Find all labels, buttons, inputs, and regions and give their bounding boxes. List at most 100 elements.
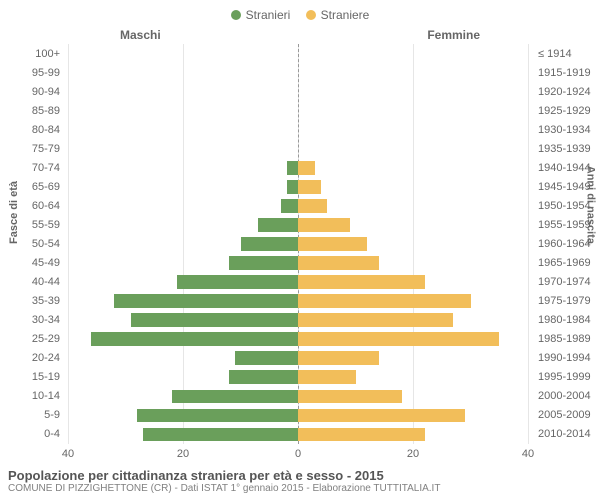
age-band-row xyxy=(68,120,528,139)
age-band-row xyxy=(68,311,528,330)
bar-male xyxy=(241,237,299,251)
age-band-row xyxy=(68,292,528,311)
bar-male xyxy=(258,218,298,232)
legend-item-female: Straniere xyxy=(306,8,370,22)
age-band-row xyxy=(68,330,528,349)
legend-swatch-male xyxy=(231,10,241,20)
bar-male xyxy=(137,409,298,423)
age-band-row xyxy=(68,139,528,158)
bar-male xyxy=(287,180,299,194)
bar-female xyxy=(298,180,321,194)
age-band-row xyxy=(68,82,528,101)
age-label: 30-34 xyxy=(0,311,64,330)
bar-rows xyxy=(68,44,528,444)
legend-item-male: Stranieri xyxy=(231,8,291,22)
bar-female xyxy=(298,199,327,213)
age-band-row xyxy=(68,387,528,406)
birth-year-label: 1935-1939 xyxy=(534,139,596,158)
age-band-row xyxy=(68,177,528,196)
age-label: 15-19 xyxy=(0,368,64,387)
bar-female xyxy=(298,351,379,365)
bar-male xyxy=(114,294,298,308)
age-band-row xyxy=(68,101,528,120)
birth-year-label: 2000-2004 xyxy=(534,387,596,406)
age-label: 5-9 xyxy=(0,406,64,425)
bar-female xyxy=(298,237,367,251)
birth-year-label: 2005-2009 xyxy=(534,406,596,425)
birth-year-label: 1990-1994 xyxy=(534,349,596,368)
x-tick-label: 40 xyxy=(522,448,534,460)
bar-female xyxy=(298,409,465,423)
age-label: 20-24 xyxy=(0,349,64,368)
bar-female xyxy=(298,428,425,442)
age-band-row xyxy=(68,368,528,387)
age-band-row xyxy=(68,215,528,234)
bar-male xyxy=(131,313,298,327)
age-label: 35-39 xyxy=(0,292,64,311)
chart-footer: Popolazione per cittadinanza straniera p… xyxy=(8,468,592,494)
bar-male xyxy=(229,370,298,384)
age-label: 10-14 xyxy=(0,387,64,406)
age-labels: 100+95-9990-9485-8980-8475-7970-7465-696… xyxy=(0,44,64,444)
age-label: 75-79 xyxy=(0,139,64,158)
bar-female xyxy=(298,218,350,232)
bar-female xyxy=(298,390,402,404)
bar-female xyxy=(298,256,379,270)
bar-male xyxy=(287,161,299,175)
bar-male xyxy=(143,428,298,442)
age-band-row xyxy=(68,425,528,444)
population-pyramid-chart: Stranieri Straniere Maschi Femmine Fasce… xyxy=(0,0,600,500)
age-label: 80-84 xyxy=(0,120,64,139)
bar-female xyxy=(298,294,471,308)
birth-year-label: ≤ 1914 xyxy=(534,44,596,63)
plot-area xyxy=(68,44,528,444)
age-band-row xyxy=(68,234,528,253)
birth-year-label: 1995-1999 xyxy=(534,368,596,387)
birth-year-label: 1945-1949 xyxy=(534,177,596,196)
birth-year-label: 1965-1969 xyxy=(534,254,596,273)
bar-male xyxy=(172,390,299,404)
age-band-row xyxy=(68,63,528,82)
birth-year-label: 1975-1979 xyxy=(534,292,596,311)
birth-year-label: 1980-1984 xyxy=(534,311,596,330)
x-tick-label: 40 xyxy=(62,448,74,460)
bar-male xyxy=(281,199,298,213)
x-tick-label: 0 xyxy=(295,448,301,460)
bar-female xyxy=(298,161,315,175)
column-header-male: Maschi xyxy=(120,28,161,42)
birth-year-label: 1985-1989 xyxy=(534,330,596,349)
birth-year-label: 1915-1919 xyxy=(534,63,596,82)
bar-male xyxy=(91,332,298,346)
age-label: 95-99 xyxy=(0,63,64,82)
birth-year-label: 1960-1964 xyxy=(534,234,596,253)
age-label: 100+ xyxy=(0,44,64,63)
birth-year-label: 1925-1929 xyxy=(534,101,596,120)
birth-year-label: 2010-2014 xyxy=(534,425,596,444)
bar-male xyxy=(177,275,298,289)
birth-year-label: 1930-1934 xyxy=(534,120,596,139)
x-tick-label: 20 xyxy=(407,448,419,460)
column-header-female: Femmine xyxy=(427,28,480,42)
age-label: 90-94 xyxy=(0,82,64,101)
birth-year-label: 1955-1959 xyxy=(534,215,596,234)
birth-year-label: 1970-1974 xyxy=(534,273,596,292)
bar-male xyxy=(229,256,298,270)
legend-label-male: Stranieri xyxy=(246,8,291,22)
age-label: 45-49 xyxy=(0,254,64,273)
legend-swatch-female xyxy=(306,10,316,20)
chart-subtitle: COMUNE DI PIZZIGHETTONE (CR) - Dati ISTA… xyxy=(8,483,592,494)
chart-title: Popolazione per cittadinanza straniera p… xyxy=(8,468,592,483)
age-label: 85-89 xyxy=(0,101,64,120)
age-band-row xyxy=(68,406,528,425)
birth-year-label: 1920-1924 xyxy=(534,82,596,101)
age-label: 55-59 xyxy=(0,215,64,234)
age-band-row xyxy=(68,254,528,273)
bar-female xyxy=(298,370,356,384)
birth-year-label: 1940-1944 xyxy=(534,158,596,177)
bar-female xyxy=(298,332,499,346)
age-label: 40-44 xyxy=(0,273,64,292)
age-band-row xyxy=(68,196,528,215)
age-label: 70-74 xyxy=(0,158,64,177)
x-axis-ticks: 402002040 xyxy=(68,448,528,462)
bar-female xyxy=(298,275,425,289)
